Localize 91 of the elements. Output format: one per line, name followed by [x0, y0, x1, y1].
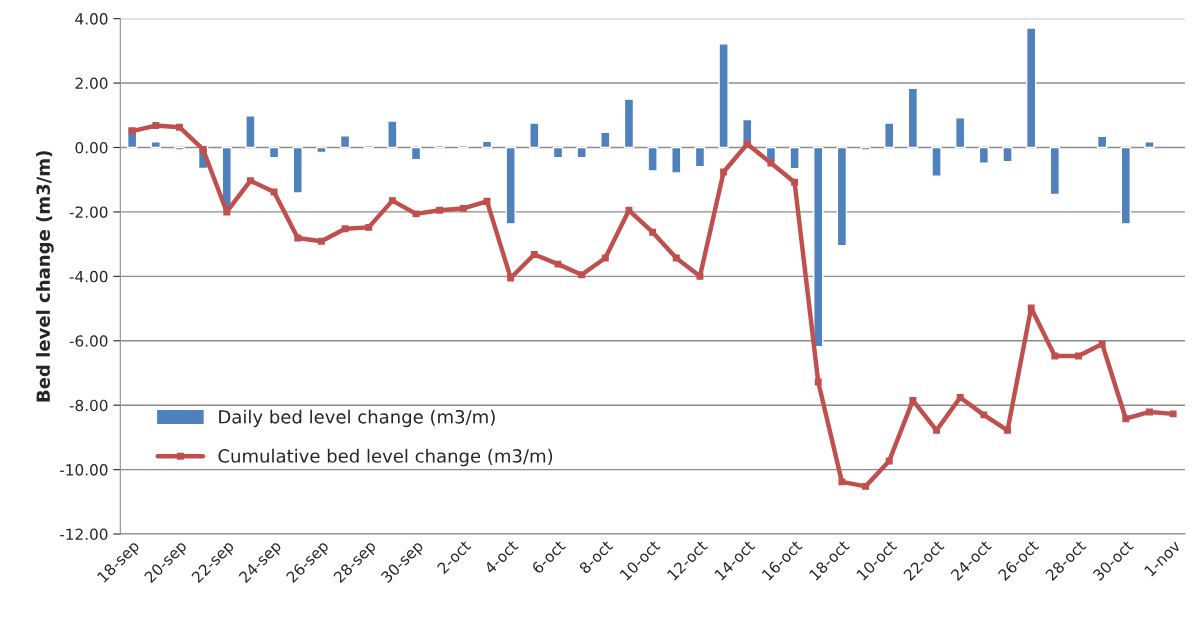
point	[1004, 426, 1011, 434]
bar	[1049, 146, 1061, 196]
y-tick-label: 0.00	[75, 141, 108, 154]
point	[1075, 352, 1082, 360]
point	[199, 145, 207, 153]
point	[317, 237, 325, 245]
bar	[1025, 27, 1037, 149]
legend-label: Cumulative bed level change (m3/m)	[218, 448, 553, 467]
bar	[292, 146, 303, 194]
point	[791, 178, 799, 186]
bar	[600, 131, 611, 149]
bar	[1144, 140, 1155, 149]
point	[956, 393, 964, 401]
bar	[505, 146, 516, 225]
point	[412, 210, 420, 218]
point	[625, 206, 633, 214]
point	[696, 272, 704, 280]
point	[1027, 304, 1035, 312]
bar	[316, 146, 327, 154]
y-tick-label: -6.00	[69, 335, 108, 347]
point	[601, 254, 609, 262]
point	[1145, 408, 1153, 416]
bar	[339, 135, 351, 149]
bar	[694, 146, 706, 168]
bar	[1096, 135, 1108, 149]
bar	[1120, 146, 1131, 225]
point	[365, 223, 373, 231]
point	[885, 457, 893, 465]
bar	[860, 146, 871, 151]
y-axis-title: Bed level change (m3/m)	[36, 151, 54, 402]
point	[649, 228, 657, 236]
point	[223, 208, 231, 216]
point	[175, 123, 183, 131]
point	[554, 260, 562, 268]
point	[980, 411, 988, 419]
point	[672, 254, 680, 262]
point	[246, 177, 254, 185]
bar	[647, 146, 658, 172]
y-tick-label: 4.00	[75, 13, 108, 25]
point	[814, 378, 822, 386]
bar	[552, 146, 564, 159]
bar	[529, 122, 540, 149]
point	[1098, 340, 1106, 348]
bar	[671, 146, 682, 174]
bar	[907, 87, 919, 149]
point	[128, 127, 136, 135]
bar	[623, 98, 635, 149]
y-tick-label: -4.00	[69, 270, 108, 283]
point	[1169, 410, 1177, 418]
bar	[150, 140, 161, 149]
point	[270, 188, 278, 196]
point	[933, 426, 941, 434]
point	[507, 274, 515, 282]
bar	[718, 43, 729, 149]
bar	[387, 120, 398, 149]
point	[1051, 352, 1059, 360]
point	[483, 197, 491, 205]
bar	[576, 146, 587, 159]
point	[838, 478, 846, 486]
bar	[481, 140, 493, 149]
bar	[789, 146, 800, 170]
point	[862, 482, 870, 490]
point	[388, 197, 396, 205]
point	[436, 206, 444, 214]
point	[341, 225, 349, 233]
bar	[245, 115, 256, 149]
point	[459, 204, 467, 212]
bar	[1002, 146, 1013, 163]
bar	[955, 117, 966, 149]
y-tick-label: -2.00	[69, 206, 108, 218]
bar	[978, 146, 990, 164]
bar	[931, 146, 942, 177]
point	[294, 234, 302, 242]
point	[767, 159, 775, 167]
bar	[813, 146, 824, 348]
bar	[836, 146, 848, 247]
bar	[174, 146, 185, 151]
point	[530, 250, 538, 258]
point	[152, 122, 160, 130]
bar	[410, 146, 422, 161]
y-tick-label: -12.00	[59, 528, 108, 541]
legend-label: Daily bed level change (m3/m)	[219, 409, 495, 428]
y-tick-label: -10.00	[59, 464, 108, 476]
point	[720, 168, 728, 176]
bar	[884, 122, 895, 149]
y-tick-label: -8.00	[69, 399, 108, 412]
bar	[268, 146, 280, 159]
point	[1122, 415, 1130, 423]
y-tick-label: 2.00	[75, 77, 108, 90]
point	[909, 396, 917, 404]
point	[578, 271, 586, 279]
